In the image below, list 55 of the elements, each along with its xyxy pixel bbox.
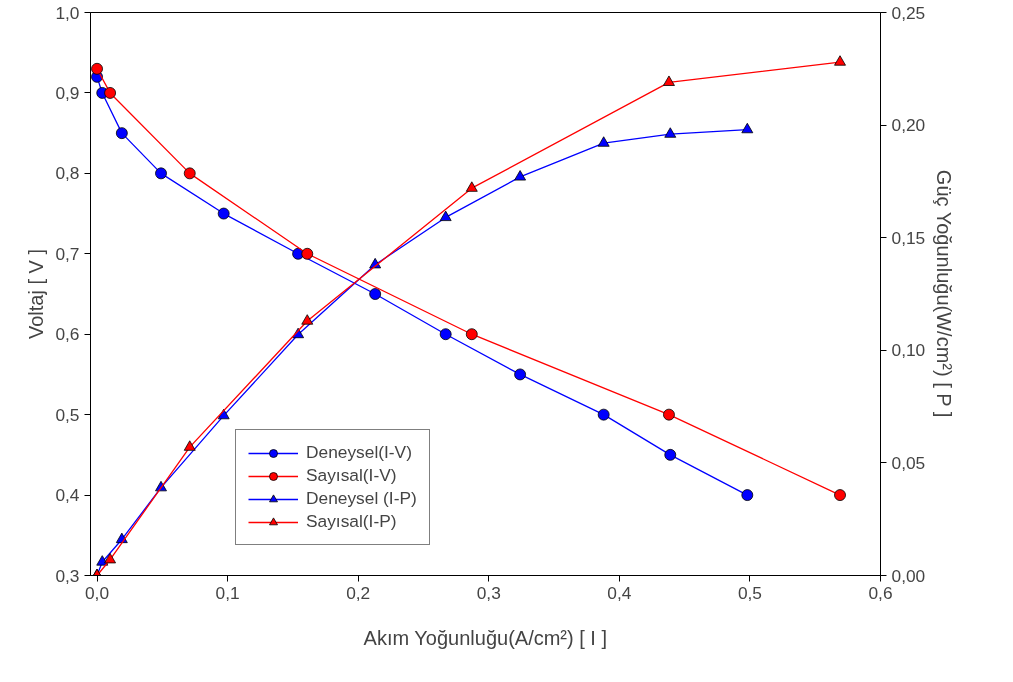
y2-tick-label: 0,00 xyxy=(891,565,926,586)
y2-tick-label: 0,15 xyxy=(891,227,926,248)
y-tick-label: 1,0 xyxy=(55,2,80,23)
y2-tick-label: 0,25 xyxy=(891,2,926,23)
point xyxy=(834,489,846,501)
y-tick-label: 0,8 xyxy=(55,163,80,184)
y-tick-label: 0,9 xyxy=(55,82,80,103)
x-axis-title: Akım Yoğunluğu(A/cm²) [ I ] xyxy=(363,626,608,649)
y2-tick-label: 0,10 xyxy=(891,340,926,361)
point xyxy=(597,408,610,421)
y-tick-label: 0,5 xyxy=(55,404,80,425)
point xyxy=(369,288,382,300)
point xyxy=(115,127,128,140)
y2-tick-label: 0,20 xyxy=(891,115,926,136)
x-tick-label: 0,6 xyxy=(868,582,893,603)
legend-label: Deneysel(I-V) xyxy=(306,442,412,463)
x-tick-label: 0,2 xyxy=(346,582,371,603)
x-tick-label: 0,0 xyxy=(84,582,110,603)
y2-tick-label: 0,05 xyxy=(891,452,926,473)
y-tick-label: 0,3 xyxy=(55,565,80,586)
y2-axis-title: Güç Yoğunluğu(W/cm²) [ P ] xyxy=(933,169,956,418)
point xyxy=(439,210,452,222)
point xyxy=(301,247,314,260)
x-tick-label: 0,4 xyxy=(607,582,632,603)
point xyxy=(301,314,314,325)
point xyxy=(155,167,167,180)
y-tick-label: 0,4 xyxy=(55,485,80,506)
point xyxy=(183,167,196,180)
point xyxy=(514,368,526,381)
legend-label: Sayısal(I-V) xyxy=(306,465,397,486)
legend-label: Sayısal(I-P) xyxy=(306,511,397,532)
y-axis-title: Voltaj [ V ] xyxy=(25,248,48,340)
x-tick-label: 0,1 xyxy=(215,582,240,603)
y-tick-label: 0,7 xyxy=(55,243,80,264)
point xyxy=(741,489,754,501)
y-tick-label: 0,6 xyxy=(55,324,80,345)
point xyxy=(104,552,116,564)
point xyxy=(91,62,103,75)
point xyxy=(439,328,452,341)
x-tick-label: 0,5 xyxy=(737,582,762,603)
point xyxy=(834,55,846,66)
point xyxy=(465,181,478,192)
point xyxy=(465,328,478,341)
point xyxy=(664,448,677,461)
point xyxy=(183,440,196,451)
point xyxy=(217,207,230,220)
point xyxy=(741,122,754,134)
point xyxy=(663,75,675,86)
point xyxy=(664,127,677,138)
point xyxy=(104,87,116,99)
legend-label: Deneysel (I-P) xyxy=(306,488,417,509)
point xyxy=(514,170,526,181)
x-tick-label: 0,3 xyxy=(476,582,501,603)
point xyxy=(597,136,610,147)
point xyxy=(663,408,675,421)
